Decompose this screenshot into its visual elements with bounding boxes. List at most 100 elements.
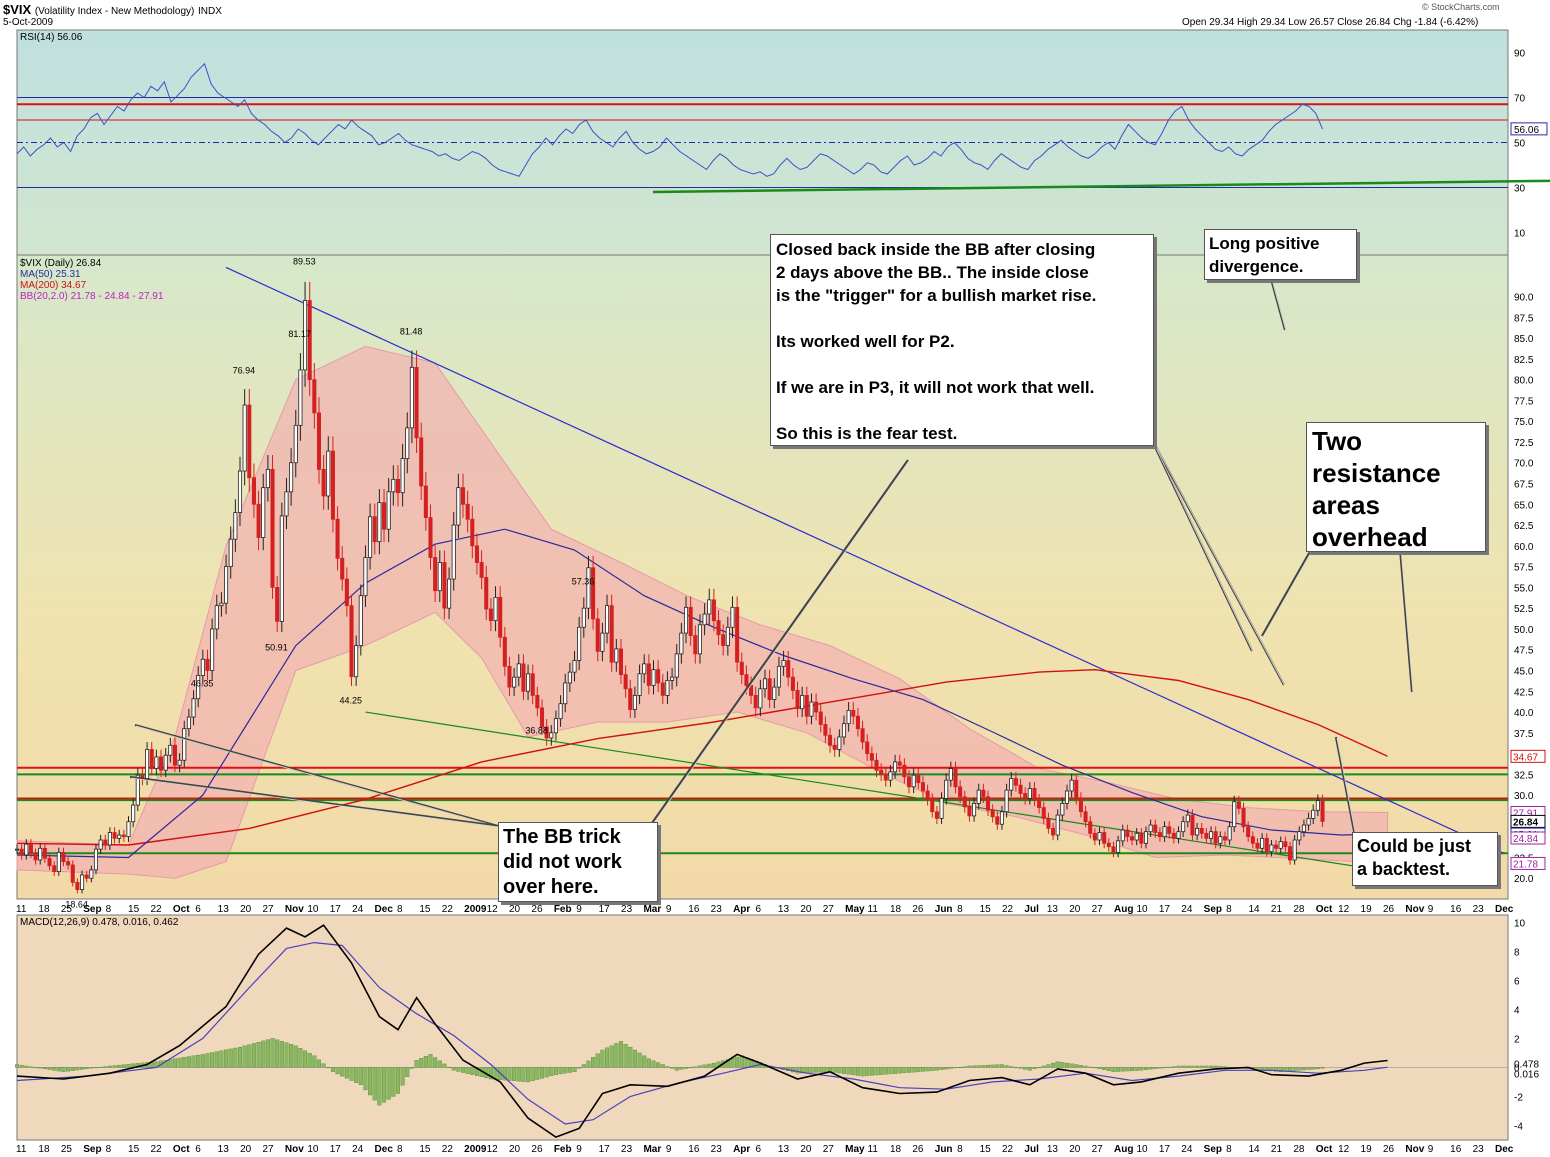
candle (298, 369, 303, 426)
candle (28, 843, 33, 854)
x-tick-label-macd: 24 (352, 1144, 364, 1155)
macd-tick-label: -4 (1514, 1121, 1523, 1132)
candle (818, 711, 823, 725)
x-tick-label-macd: Dec (1495, 1144, 1514, 1155)
candle (89, 869, 94, 879)
histogram-bar (19, 1065, 24, 1068)
candle (623, 674, 628, 690)
histogram-bar (656, 1062, 661, 1068)
histogram-bar (874, 1067, 879, 1076)
x-tick-label-macd: 15 (419, 1144, 431, 1155)
x-tick-label: 14 (1249, 904, 1261, 915)
histogram-bar (1046, 1064, 1051, 1068)
histogram-bar (577, 1067, 582, 1069)
histogram-bar (1218, 1066, 1223, 1068)
candle (488, 608, 493, 622)
histogram-bar (1167, 1066, 1172, 1068)
histogram-bar (1069, 1063, 1074, 1068)
x-tick-label-macd: Dec (375, 1144, 394, 1155)
candle (172, 744, 177, 766)
candle (865, 741, 870, 754)
macd-histogram (14, 1038, 1325, 1106)
candle (688, 606, 693, 636)
x-tick-label-macd: 9 (576, 1144, 582, 1155)
histogram-bar (93, 1067, 98, 1069)
histogram-bar (1009, 1066, 1014, 1068)
x-tick-label-macd: 24 (1181, 1144, 1193, 1155)
histogram-bar (697, 1065, 702, 1068)
candle (149, 749, 154, 769)
price-tick-label: 75.0 (1514, 417, 1534, 428)
price-value-label: 24.84 (1513, 834, 1538, 845)
histogram-bar (702, 1064, 707, 1068)
candle (869, 753, 874, 761)
x-tick-label-macd: 8 (1226, 1144, 1232, 1155)
x-tick-label: 27 (263, 904, 275, 915)
candle (75, 881, 80, 890)
histogram-bar (98, 1066, 103, 1068)
value-box (1510, 749, 1546, 763)
candle (632, 695, 637, 710)
histogram-bar (1148, 1067, 1153, 1070)
histogram-bar (289, 1044, 294, 1068)
x-tick-label: Sep (1204, 904, 1222, 915)
histogram-bar (168, 1059, 173, 1068)
histogram-bar (326, 1067, 331, 1069)
candle (725, 626, 730, 646)
annotation-pointer (1268, 274, 1287, 331)
value-box (1510, 856, 1546, 870)
price-label: 18.64 (65, 900, 88, 910)
histogram-bar (1195, 1065, 1200, 1068)
annotation-divergence: Long positive divergence. (1204, 229, 1357, 280)
histogram-bar (1171, 1066, 1176, 1068)
histogram-bar (303, 1050, 308, 1068)
x-tick-label-macd: 21 (1271, 1144, 1283, 1155)
candle (479, 562, 484, 578)
candle (530, 673, 535, 696)
histogram-bar (465, 1067, 470, 1074)
x-tick-label: Dec (375, 904, 394, 915)
x-tick-label-macd: Jul (1024, 1144, 1039, 1155)
candle (363, 557, 368, 597)
candle (563, 682, 568, 705)
price-tick-label: 80.0 (1514, 376, 1534, 387)
histogram-bar (814, 1067, 819, 1073)
histogram-bar (1092, 1067, 1097, 1069)
candle (1320, 800, 1325, 822)
candle (874, 759, 879, 771)
histogram-bar (270, 1038, 275, 1068)
x-tick-label: 23 (621, 904, 633, 915)
price-label: 89.53 (293, 257, 316, 267)
x-tick-label-macd: 20 (509, 1144, 521, 1155)
x-tick-label-macd: 12 (487, 1144, 499, 1155)
histogram-bar (321, 1063, 326, 1068)
histogram-bar (1209, 1065, 1214, 1068)
candle (284, 491, 289, 517)
price-tick-label: 50.0 (1514, 625, 1534, 636)
histogram-bar (1111, 1067, 1116, 1072)
price-tick-label: 32.5 (1514, 770, 1534, 781)
price-tick-label: 90.0 (1514, 293, 1534, 304)
value-box (1510, 831, 1546, 845)
histogram-bar (1278, 1067, 1283, 1072)
candle (1083, 811, 1088, 823)
x-tick-label: Oct (1316, 904, 1333, 915)
candle (595, 618, 600, 652)
candle (1306, 817, 1311, 826)
histogram-bar (990, 1064, 995, 1068)
histogram-bar (279, 1041, 284, 1068)
histogram-bar (651, 1060, 656, 1068)
histogram-bar (80, 1067, 85, 1070)
histogram-bar (893, 1067, 898, 1074)
histogram-bar (1139, 1067, 1144, 1071)
candle (293, 424, 298, 464)
candle (702, 613, 707, 626)
histogram-bar (800, 1067, 805, 1074)
histogram-bar (795, 1067, 800, 1074)
candle (19, 848, 24, 856)
candle (493, 596, 498, 622)
candle (1315, 800, 1320, 811)
x-tick-label: Feb (554, 904, 572, 915)
x-tick-label-macd: Feb (554, 1144, 572, 1155)
histogram-bar (372, 1067, 377, 1101)
